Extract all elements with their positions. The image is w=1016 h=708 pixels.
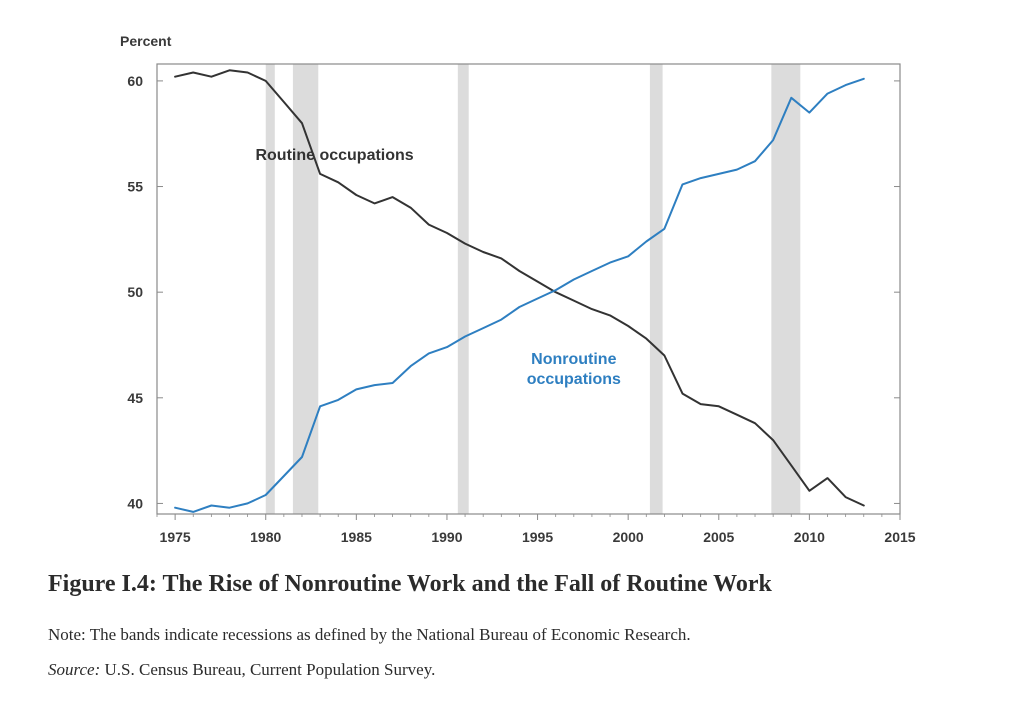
- figure-title: Figure I.4: The Rise of Nonroutine Work …: [48, 571, 772, 597]
- axes: 1975 1980 1985 1990 1995 2000 2005 2010 2015 40 45…: [127, 73, 915, 545]
- y-axis-unit-label: Percent: [120, 33, 172, 49]
- routine-series-line: [174, 69, 865, 507]
- x-tick-label: 2015: [884, 529, 915, 545]
- recession-band: [265, 64, 275, 514]
- nonroutine-series-label: Nonroutine occupations: [527, 351, 621, 388]
- x-tick-label: 1975: [160, 529, 191, 545]
- source-label: Source:: [48, 660, 101, 679]
- x-tick-label: 1995: [522, 529, 553, 545]
- x-tick-label: 1990: [431, 529, 462, 545]
- recession-band: [649, 64, 663, 514]
- recession-band: [457, 64, 469, 514]
- series-lines: [174, 69, 865, 513]
- series-label-line: Routine occupations: [255, 147, 413, 164]
- figure-note: Note: The bands indicate recessions as d…: [48, 625, 691, 644]
- x-tick-label: 2000: [613, 529, 644, 545]
- figure-source: Source: U.S. Census Bureau, Current Popu…: [48, 660, 435, 680]
- y-tick-label: 55: [127, 179, 143, 195]
- x-tick-label: 1980: [250, 529, 281, 545]
- plot-frame: [156, 63, 901, 515]
- series-label-line: Nonroutine: [531, 351, 616, 368]
- recession-bands: [265, 64, 801, 514]
- y-tick-label: 45: [127, 390, 143, 406]
- series-label-line: occupations: [527, 371, 621, 388]
- x-tick-label: 2005: [703, 529, 734, 545]
- recession-band: [771, 64, 801, 514]
- nonroutine-series-line: [174, 77, 865, 513]
- routine-series-label: Routine occupations: [255, 147, 413, 164]
- series-labels: Routine occupations Nonroutine occupations: [255, 147, 621, 388]
- chart: 1975 1980 1985 1990 1995 2000 2005 2010 2015 40 45…: [120, 33, 916, 545]
- y-tick-label: 60: [127, 73, 143, 89]
- x-tick-label: 1985: [341, 529, 372, 545]
- recession-band: [292, 64, 319, 514]
- y-tick-label: 50: [127, 284, 143, 300]
- source-text: U.S. Census Bureau, Current Population S…: [100, 660, 436, 679]
- y-tick-label: 40: [127, 495, 143, 511]
- x-tick-label: 2010: [794, 529, 825, 545]
